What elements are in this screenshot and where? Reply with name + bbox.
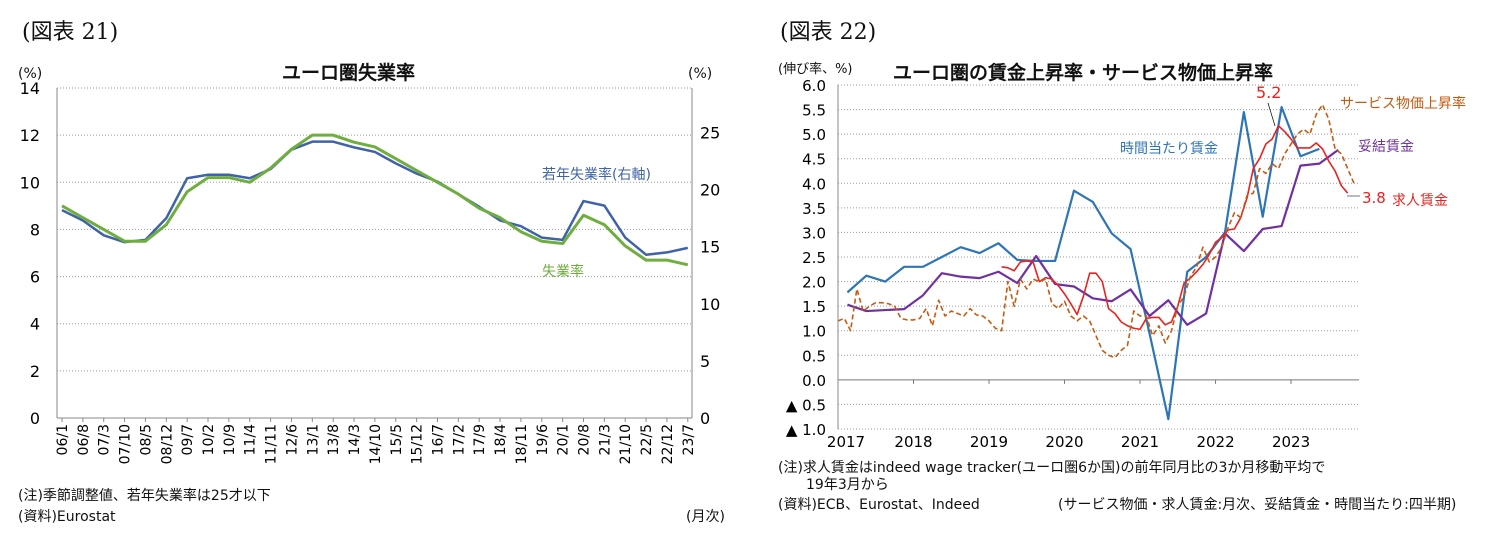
figure-label-21: (図表 21) bbox=[22, 20, 119, 45]
series-line-hourly-wages bbox=[846, 106, 1320, 421]
x-tick-label: 16/7 bbox=[430, 424, 446, 455]
y-axis-unit-22: (伸び率、%) bbox=[778, 62, 853, 77]
x-tick-label: 06/8 bbox=[76, 424, 92, 455]
y-tick-label-right: 25 bbox=[700, 124, 720, 143]
x-tick-label: 18/11 bbox=[514, 424, 530, 464]
legend-hourly-wages: 時間当たり賃金 bbox=[1120, 141, 1218, 157]
source-21: (資料)Eurostat bbox=[18, 509, 116, 525]
y-tick-label-left: 12 bbox=[20, 126, 40, 145]
y-tick-label: 4.0 bbox=[802, 175, 826, 193]
y-tick-label-left: 8 bbox=[30, 220, 40, 239]
y-tick-label: 5.0 bbox=[802, 126, 826, 144]
x-tick-label: 09/7 bbox=[180, 424, 196, 455]
frequency-note-22: (サービス物価・求人賃金:月次、妥結賃金・時間当たり:四半期) bbox=[1058, 497, 1457, 513]
left-axis-unit: (%) bbox=[18, 66, 43, 82]
y-tick-label: 1.5 bbox=[802, 298, 826, 316]
y-tick-label-left: 10 bbox=[20, 173, 40, 192]
legend-unemployment: 失業率 bbox=[542, 264, 584, 280]
y-tick-label: 0.5 bbox=[802, 347, 826, 365]
x-tick-label: 07/10 bbox=[118, 424, 134, 464]
y-tick-label-left: 2 bbox=[30, 362, 40, 381]
x-tick-label: 20/8 bbox=[577, 424, 593, 455]
chart-title-22: ユーロ圏の賃金上昇率・サービス物価上昇率 bbox=[893, 62, 1274, 84]
y-tick-label: 5.5 bbox=[802, 102, 826, 120]
series-line-indeed-wages bbox=[1001, 124, 1349, 331]
x-tick-label: 23/7 bbox=[681, 424, 697, 455]
x-tick-label: 08/12 bbox=[159, 424, 175, 464]
legend-negotiated-wages: 妥結賃金 bbox=[1358, 139, 1414, 155]
x-tick-label: 2022 bbox=[1196, 433, 1234, 451]
legend-youth-unemployment: 若年失業率(右軸) bbox=[542, 167, 651, 183]
note-22-cont: 19年3月から bbox=[806, 477, 889, 493]
latest-label: 3.8 bbox=[1362, 189, 1386, 207]
x-tick-label: 13/1 bbox=[305, 424, 321, 455]
y-tick-label: 0.0 bbox=[802, 372, 826, 390]
y-tick-label: 6.0 bbox=[802, 77, 826, 95]
x-axis-unit: (月次) bbox=[686, 509, 725, 525]
x-tick-label: 2017 bbox=[827, 433, 865, 451]
x-tick-label: 17/9 bbox=[472, 424, 488, 455]
x-tick-label: 07/3 bbox=[97, 424, 113, 455]
x-tick-label: 20/1 bbox=[556, 424, 572, 455]
x-tick-label: 13/8 bbox=[326, 424, 342, 455]
y-tick-label: 3.5 bbox=[802, 200, 826, 218]
figure-label-22: (図表 22) bbox=[780, 20, 877, 45]
x-tick-label: 19/6 bbox=[535, 424, 551, 456]
x-tick-label: 18/4 bbox=[493, 424, 509, 456]
x-tick-label: 21/10 bbox=[618, 424, 634, 464]
x-tick-label: 08/5 bbox=[138, 424, 154, 455]
x-tick-label: 15/5 bbox=[389, 424, 405, 455]
x-tick-label: 2019 bbox=[970, 433, 1008, 451]
y-tick-label-left: 14 bbox=[20, 79, 40, 98]
x-tick-label: 21/3 bbox=[597, 424, 613, 455]
x-tick-label: 2020 bbox=[1045, 433, 1083, 451]
peak-label: 5.2 bbox=[1256, 83, 1282, 102]
series-line-negotiated-wages bbox=[847, 148, 1339, 326]
chart-title-21: ユーロ圏失業率 bbox=[282, 62, 416, 84]
note-22: (注)求人賃金はindeed wage tracker(ユーロ圏6か国)の前年同… bbox=[778, 460, 1326, 476]
y-tick-label-right: 5 bbox=[700, 352, 710, 371]
y-tick-label-right: 0 bbox=[700, 409, 710, 428]
series-line-services-inflation bbox=[837, 103, 1355, 359]
x-tick-label: 15/12 bbox=[410, 424, 426, 464]
y-tick-label: 2.0 bbox=[802, 274, 826, 292]
x-tick-label: 11/4 bbox=[243, 424, 259, 456]
x-tick-label: 10/2 bbox=[201, 424, 217, 455]
legend-services-inflation: サービス物価上昇率 bbox=[1340, 96, 1466, 112]
x-tick-label: 06/1 bbox=[55, 424, 71, 455]
series-line-unemployment bbox=[61, 133, 689, 267]
x-tick-label: 14/3 bbox=[347, 424, 363, 455]
x-tick-label: 17/2 bbox=[451, 424, 467, 455]
x-tick-label: 22/5 bbox=[639, 424, 655, 455]
y-tick-label-left: 0 bbox=[30, 409, 40, 428]
y-tick-label-right: 10 bbox=[700, 295, 720, 314]
note-21: (注)季節調整値、若年失業率は25才以下 bbox=[18, 488, 271, 504]
source-22: (資料)ECB、Eurostat、Indeed bbox=[778, 497, 980, 513]
series-line-youth-unemployment bbox=[61, 140, 689, 256]
x-tick-label: 12/6 bbox=[284, 424, 300, 456]
y-tick-label-right: 20 bbox=[700, 181, 720, 200]
y-tick-label: 1.0 bbox=[802, 323, 826, 341]
x-tick-label: 2018 bbox=[894, 433, 932, 451]
y-tick-label-left: 6 bbox=[30, 268, 40, 287]
y-tick-label-right: 15 bbox=[700, 238, 720, 257]
x-tick-label: 2023 bbox=[1272, 433, 1310, 451]
peak-leader-line bbox=[1267, 102, 1276, 127]
y-tick-label: ▲ 0.5 bbox=[786, 396, 826, 414]
y-tick-label-left: 4 bbox=[30, 315, 40, 334]
y-tick-label: ▲ 1.0 bbox=[786, 421, 826, 439]
y-tick-label: 2.5 bbox=[802, 249, 826, 267]
y-tick-label: 3.0 bbox=[802, 224, 826, 242]
x-tick-label: 11/11 bbox=[264, 424, 280, 464]
x-tick-label: 10/9 bbox=[222, 424, 238, 455]
legend-indeed-wages: 求人賃金 bbox=[1392, 193, 1448, 209]
y-tick-label: 4.5 bbox=[802, 151, 826, 169]
right-axis-unit: (%) bbox=[688, 66, 713, 82]
x-tick-label: 14/10 bbox=[368, 424, 384, 464]
x-tick-label: 2021 bbox=[1121, 433, 1159, 451]
x-tick-label: 22/12 bbox=[660, 424, 676, 464]
